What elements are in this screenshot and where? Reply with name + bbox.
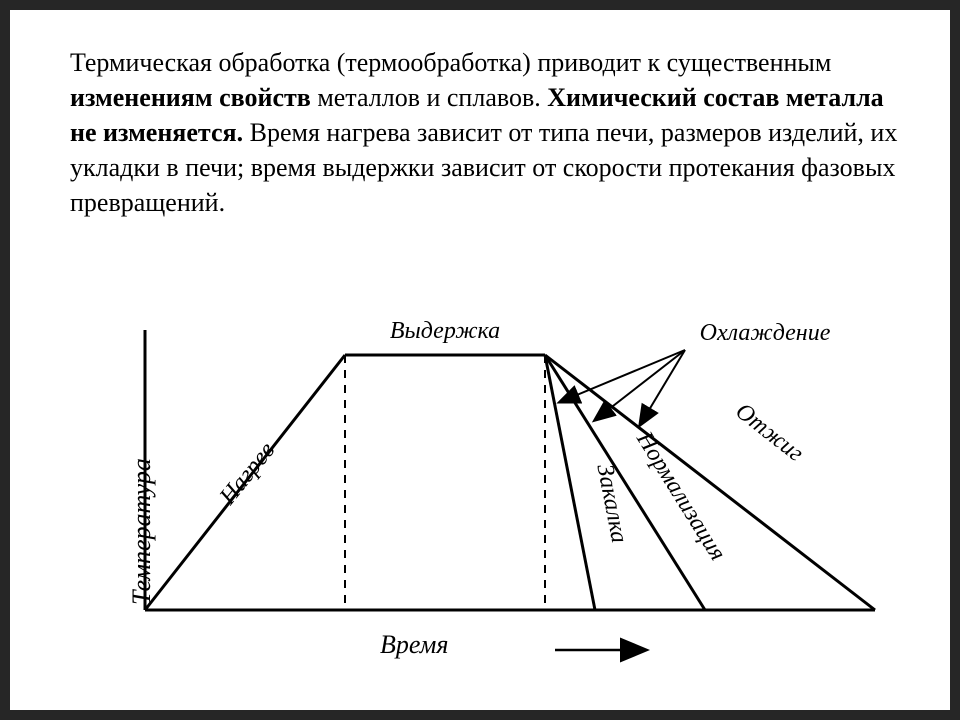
chart-label: Выдержка	[390, 318, 500, 344]
text-run: металлов и сплавов.	[311, 83, 547, 112]
chart-label: Нагрев	[214, 438, 280, 511]
y-axis-label: Температура	[127, 458, 157, 605]
callout-arrow	[560, 350, 685, 402]
callout-arrow	[595, 350, 685, 420]
text-run: Термическая обработка (термообработка) п…	[70, 48, 831, 77]
text-run: изменениям свойств	[70, 83, 311, 112]
callout-arrow	[640, 350, 685, 425]
heat-treatment-diagram: Нагрев Выдержка Охлаждение ЗакалкаНормализа…	[85, 310, 895, 690]
paragraph: Термическая обработка (термообработка) п…	[70, 45, 900, 220]
cooling-line	[545, 355, 875, 610]
chart-label: Нормализация	[631, 426, 731, 565]
page: Термическая обработка (термообработка) п…	[10, 10, 950, 710]
chart-label: Закалка	[592, 462, 633, 545]
chart-label: Отжиг	[730, 398, 808, 467]
x-axis-label: Время	[380, 630, 448, 660]
chart-label: Охлаждение	[700, 320, 831, 346]
